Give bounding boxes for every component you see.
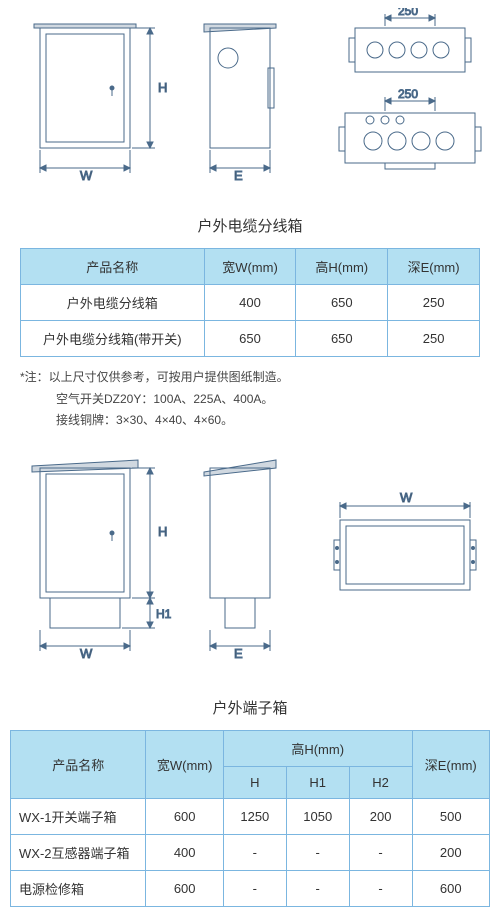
t2-scol0: H — [223, 766, 286, 798]
t1-col3: 深E(mm) — [388, 249, 480, 285]
table-row: WX-1开关端子箱 600 1250 1050 200 500 — [11, 798, 490, 834]
t2-gcol2: 高H(mm) — [223, 730, 412, 766]
h-label: H — [158, 80, 167, 95]
notes: *注：以上尺寸仅供参考，可按用户提供图纸制造。 空气开关DZ20Y：100A、2… — [20, 367, 480, 432]
note-line: 空气开关DZ20Y：100A、225A、400A。 — [20, 389, 480, 411]
t1-col1: 宽W(mm) — [204, 249, 296, 285]
t2-scol1: H1 — [286, 766, 349, 798]
dim-250-a: 250 — [398, 8, 418, 18]
section1-title: 户外电缆分线箱 — [0, 215, 500, 236]
wplan-label: W — [400, 490, 413, 505]
section2-diagrams: W H H1 E W — [0, 442, 500, 685]
h1-label: H1 — [156, 607, 172, 621]
t2-gcol1: 宽W(mm) — [146, 730, 223, 798]
e-label: E — [234, 168, 243, 183]
section2-title: 户外端子箱 — [0, 697, 500, 718]
t1-col0: 产品名称 — [21, 249, 205, 285]
note-line: *注：以上尺寸仅供参考，可按用户提供图纸制造。 — [20, 367, 480, 389]
t2-scol2: H2 — [349, 766, 412, 798]
h2-label: H — [158, 524, 167, 539]
table-1: 产品名称 宽W(mm) 高H(mm) 深E(mm) 户外电缆分线箱 400 65… — [20, 248, 480, 357]
table-2: 产品名称 宽W(mm) 高H(mm) 深E(mm) H H1 H2 WX-1开关… — [10, 730, 490, 907]
t2-gcol0: 产品名称 — [11, 730, 146, 798]
w-label: W — [80, 168, 93, 183]
table-row: 电源检修箱 600 - - - 600 — [11, 870, 490, 906]
table-row: 户外电缆分线箱 400 650 250 — [21, 285, 480, 321]
table-row: 户外电缆分线箱(带开关) 650 650 250 — [21, 321, 480, 357]
cabinet-diagram-1: W H E — [0, 8, 500, 198]
e2-label: E — [234, 646, 243, 661]
t2-gcol3: 深E(mm) — [412, 730, 489, 798]
cabinet-diagram-2: W H H1 E W — [0, 450, 500, 680]
t1-col2: 高H(mm) — [296, 249, 388, 285]
w2-label: W — [80, 646, 93, 661]
dim-250-b: 250 — [398, 87, 418, 101]
section1-diagrams: W H E — [0, 0, 500, 203]
note-line: 接线铜牌：3×30、4×40、4×60。 — [20, 410, 480, 432]
table-row: WX-2互感器端子箱 400 - - - 200 — [11, 834, 490, 870]
